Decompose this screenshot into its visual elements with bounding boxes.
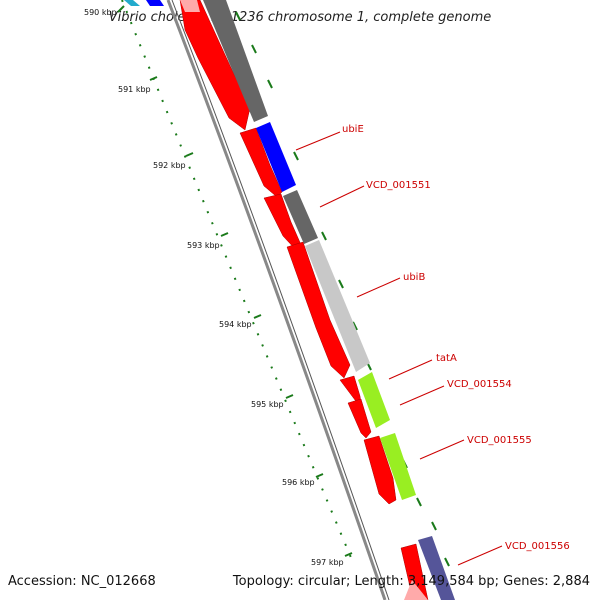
genome-summary-text: Topology: circular; Length: 3,149,584 bp… [232, 574, 590, 589]
gene-feature-ubiE[interactable] [256, 122, 296, 192]
forward-genes [179, 0, 429, 600]
gene-label-ubiB[interactable]: ubiB [403, 272, 425, 283]
backbone-line-inner [171, 0, 390, 600]
ruler-tick [185, 152, 194, 157]
gene-label-VCD_001551[interactable]: VCD_001551 [366, 180, 431, 191]
gene-label-VCD_001556[interactable]: VCD_001556 [505, 541, 570, 552]
ruler-labels: 590 kbp 591 kbp 592 kbp 593 kbp 594 kbp … [84, 8, 344, 567]
ruler-label: 596 kbp [282, 478, 315, 487]
gene-feature-tatA[interactable] [358, 372, 390, 428]
backbone-line [166, 0, 387, 600]
gene-feature-red[interactable] [363, 435, 397, 505]
ruler-label: 590 kbp [84, 8, 117, 17]
ruler-tick [285, 394, 294, 399]
ruler-label: 592 kbp [153, 161, 186, 170]
gene-labels: ubiE VCD_001551 ubiB tatA VCD_001554 VCD… [342, 124, 570, 552]
ruler-tick [253, 314, 262, 319]
ruler-tick [315, 473, 324, 478]
gene-label-VCD_001555[interactable]: VCD_001555 [467, 435, 532, 446]
gene-feature-pink-bottom[interactable] [404, 580, 428, 600]
gene-feature-VCD_001555[interactable] [380, 433, 416, 500]
gene-feature-VCD_001556[interactable] [418, 536, 455, 600]
gene-label-tatA[interactable]: tatA [436, 353, 457, 364]
gene-feature-red[interactable] [286, 241, 351, 379]
gene-feature-red[interactable] [400, 543, 429, 600]
ruler-label: 594 kbp [219, 320, 252, 329]
ruler-label: 597 kbp [311, 558, 344, 567]
gene-feature-VCD_001551[interactable] [283, 190, 318, 244]
gene-feature-red[interactable] [179, 0, 251, 131]
ruler-label: 593 kbp [187, 241, 220, 250]
accession-text: Accession: NC_012668 [8, 574, 156, 589]
outer-track-ticks [235, 11, 450, 567]
gene-feature-pink[interactable] [180, 0, 200, 12]
ruler-label: 595 kbp [251, 400, 284, 409]
gene-feature-red[interactable] [339, 375, 362, 404]
ruler-tick [344, 552, 353, 557]
gene-feature-cyan[interactable] [124, 0, 140, 6]
gene-feature-darkgray[interactable] [203, 0, 268, 122]
gene-feature-red[interactable] [347, 398, 372, 439]
ruler-label: 591 kbp [118, 85, 151, 94]
ruler-tick [149, 76, 158, 81]
ruler-ticks [117, 5, 353, 557]
gene-label-VCD_001554[interactable]: VCD_001554 [447, 379, 512, 390]
ruler-tick [220, 232, 229, 237]
gene-feature-blue-top[interactable] [146, 0, 164, 6]
gene-feature-ubiB[interactable] [305, 240, 370, 372]
gene-label-ubiE[interactable]: ubiE [342, 124, 364, 135]
ruler-tick [117, 5, 125, 13]
leader-lines [295, 131, 503, 566]
